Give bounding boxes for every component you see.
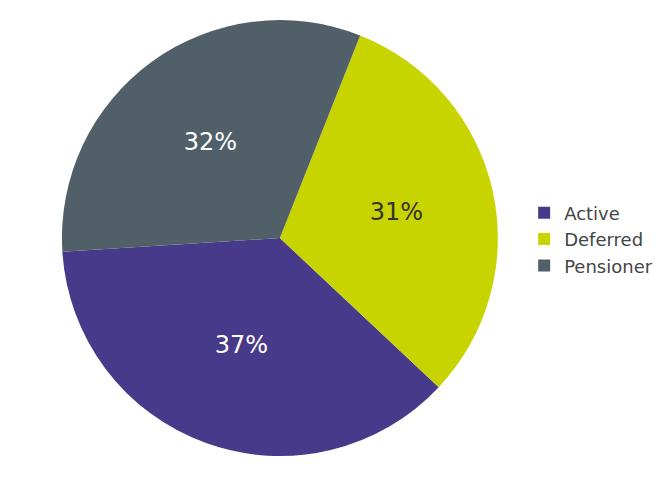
svg-text:31%: 31% bbox=[370, 198, 423, 226]
svg-text:Active: Active bbox=[564, 203, 620, 224]
svg-text:Deferred: Deferred bbox=[564, 229, 643, 250]
svg-text:32%: 32% bbox=[184, 128, 237, 156]
svg-text:37%: 37% bbox=[215, 331, 268, 359]
svg-text:Pensioner: Pensioner bbox=[564, 256, 653, 277]
